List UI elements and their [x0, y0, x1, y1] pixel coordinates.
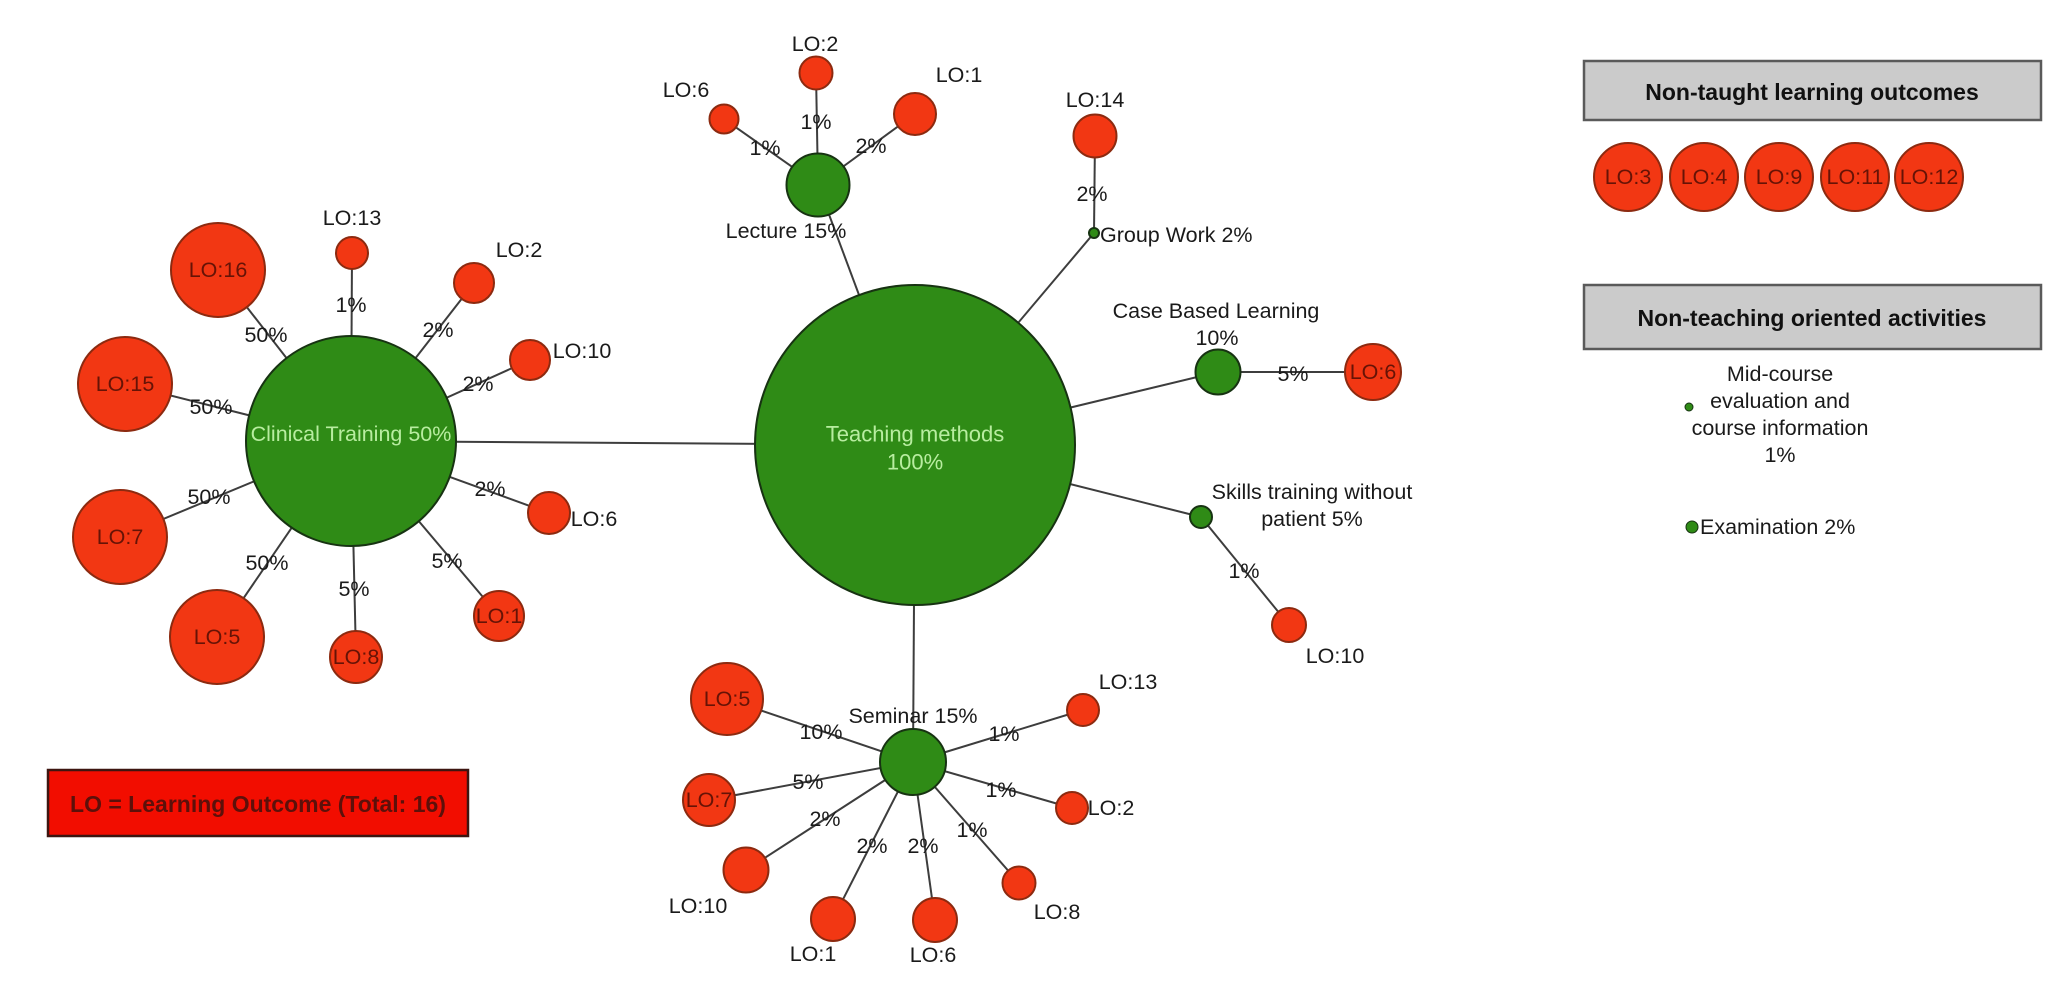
- svg-text:2%: 2%: [422, 318, 453, 342]
- svg-text:50%: 50%: [189, 395, 232, 419]
- svg-text:1%: 1%: [800, 110, 831, 134]
- svg-text:LO:2: LO:2: [792, 32, 839, 56]
- svg-text:5%: 5%: [1277, 362, 1308, 386]
- svg-text:course information: course information: [1692, 416, 1869, 440]
- svg-text:LO = Learning Outcome (Total:: LO = Learning Outcome (Total: 16): [70, 791, 446, 817]
- svg-text:LO:4: LO:4: [1681, 165, 1728, 189]
- svg-text:2%: 2%: [474, 477, 505, 501]
- svg-text:LO:2: LO:2: [496, 238, 543, 262]
- svg-text:2%: 2%: [856, 834, 887, 858]
- svg-text:5%: 5%: [338, 577, 369, 601]
- svg-text:2%: 2%: [809, 807, 840, 831]
- svg-text:LO:14: LO:14: [1066, 88, 1125, 112]
- svg-text:Non-taught learning outcomes: Non-taught learning outcomes: [1645, 79, 1979, 105]
- svg-text:50%: 50%: [245, 551, 288, 575]
- svg-text:Group Work 2%: Group Work 2%: [1100, 223, 1253, 247]
- svg-text:LO:12: LO:12: [1900, 165, 1959, 189]
- svg-text:LO:13: LO:13: [1099, 670, 1158, 694]
- svg-text:1%: 1%: [749, 136, 780, 160]
- svg-text:50%: 50%: [187, 485, 230, 509]
- svg-text:LO:11: LO:11: [1827, 165, 1884, 189]
- svg-text:Examination 2%: Examination 2%: [1700, 515, 1855, 539]
- svg-text:LO:7: LO:7: [97, 525, 144, 549]
- svg-text:2%: 2%: [907, 834, 938, 858]
- svg-text:1%: 1%: [1764, 443, 1795, 467]
- svg-text:1%: 1%: [335, 293, 366, 317]
- svg-text:5%: 5%: [792, 770, 823, 794]
- svg-text:LO:10: LO:10: [1306, 644, 1365, 668]
- svg-text:Mid-course: Mid-course: [1727, 362, 1833, 386]
- svg-text:Teaching methods: Teaching methods: [826, 422, 1005, 447]
- svg-text:Lecture 15%: Lecture 15%: [726, 219, 847, 243]
- svg-text:2%: 2%: [462, 372, 493, 396]
- svg-text:LO:13: LO:13: [323, 206, 382, 230]
- svg-text:LO:6: LO:6: [1350, 360, 1397, 384]
- svg-text:100%: 100%: [887, 450, 943, 475]
- svg-text:evaluation and: evaluation and: [1710, 389, 1850, 413]
- svg-text:LO:10: LO:10: [669, 894, 728, 918]
- svg-text:5%: 5%: [431, 549, 462, 573]
- svg-text:LO:9: LO:9: [1756, 165, 1803, 189]
- svg-text:LO:5: LO:5: [704, 687, 751, 711]
- svg-text:LO:8: LO:8: [1034, 900, 1081, 924]
- svg-text:1%: 1%: [988, 722, 1019, 746]
- svg-text:Skills training without: Skills training without: [1212, 480, 1413, 504]
- svg-text:LO:3: LO:3: [1605, 165, 1652, 189]
- svg-text:LO:6: LO:6: [910, 943, 957, 967]
- svg-text:LO:1: LO:1: [790, 942, 837, 966]
- svg-text:LO:7: LO:7: [686, 788, 733, 812]
- svg-text:2%: 2%: [855, 134, 886, 158]
- svg-text:1%: 1%: [985, 778, 1016, 802]
- svg-text:LO:5: LO:5: [194, 625, 241, 649]
- svg-text:LO:1: LO:1: [476, 604, 523, 628]
- svg-text:Non-teaching oriented activiti: Non-teaching oriented activities: [1638, 305, 1987, 331]
- svg-text:LO:10: LO:10: [553, 339, 612, 363]
- svg-text:10%: 10%: [799, 720, 842, 744]
- svg-text:LO:16: LO:16: [189, 258, 248, 282]
- svg-text:LO:6: LO:6: [663, 78, 710, 102]
- svg-text:LO:6: LO:6: [571, 507, 618, 531]
- svg-text:Clinical Training 50%: Clinical Training 50%: [251, 422, 452, 446]
- svg-text:patient 5%: patient 5%: [1261, 507, 1363, 531]
- svg-text:2%: 2%: [1076, 182, 1107, 206]
- svg-text:Case Based Learning: Case Based Learning: [1113, 299, 1320, 323]
- svg-text:LO:15: LO:15: [96, 372, 155, 396]
- svg-text:LO:8: LO:8: [333, 645, 380, 669]
- svg-text:50%: 50%: [244, 323, 287, 347]
- svg-text:Seminar 15%: Seminar 15%: [848, 704, 977, 728]
- svg-text:LO:1: LO:1: [936, 63, 983, 87]
- svg-text:10%: 10%: [1195, 326, 1238, 350]
- svg-text:1%: 1%: [956, 818, 987, 842]
- svg-text:1%: 1%: [1228, 559, 1259, 583]
- svg-text:LO:2: LO:2: [1088, 796, 1135, 820]
